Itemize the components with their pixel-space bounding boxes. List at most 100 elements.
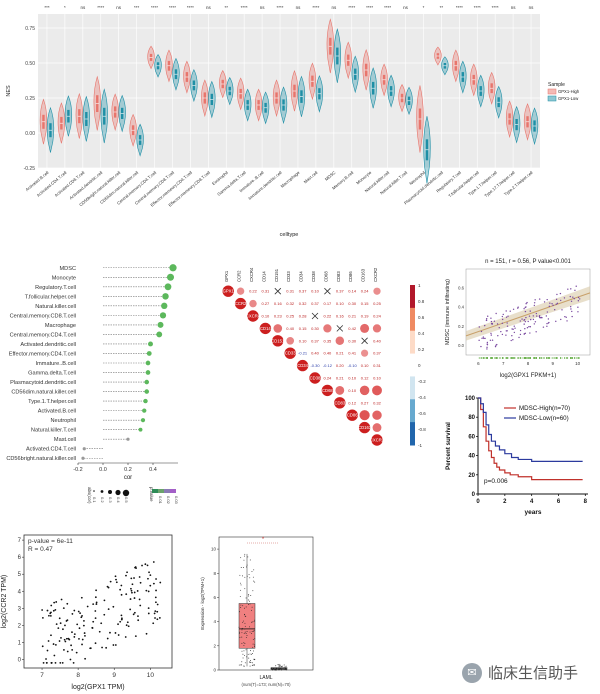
boxplot-jitter-point (252, 621, 254, 623)
corr-col-label: CD163 (361, 268, 366, 282)
violin-x-tick-label: Immature.dendritic.cell (247, 170, 283, 201)
mdsc-scatter-point (564, 315, 566, 318)
mdsc-scatter-point (486, 348, 488, 350)
ccr2-scatter-chart: p-value = 6e-11R = 0.47 7 8 9 10 0 1 2 3 4 5 6 7 log2… (1, 534, 173, 691)
corr-value-label: -0.12 (323, 363, 333, 368)
mdsc-scatter-point (511, 334, 513, 337)
corr-diagonal-circle (272, 335, 284, 347)
mdsc-scatter-point (546, 298, 548, 301)
corr-circle (372, 410, 382, 420)
survival-y-tick-label: 80 (468, 415, 475, 421)
mdsc-scatter-point (524, 310, 527, 313)
ccr2-scatter-point (126, 571, 128, 574)
boxplot-jitter-point (285, 668, 287, 670)
ccr2-scatter-point (103, 613, 106, 616)
corr-col-label: CD151 (274, 268, 279, 282)
corr-row-label: CD151 (271, 338, 285, 343)
corr-colorbar-label: -0.6 (418, 411, 426, 416)
boxplot-jitter-point (240, 582, 241, 584)
lollipop-x-tick-label: 0.2 (124, 467, 132, 473)
mdsc-scatter-point (486, 344, 489, 346)
mdsc-scatter-point (496, 323, 499, 325)
boxplot-jitter-point (252, 643, 254, 645)
lollipop-x-label: cor (124, 475, 132, 481)
boxplot-jitter-point (244, 576, 246, 578)
ccr2-scatter-point (83, 619, 85, 622)
ccr2-scatter-point (45, 661, 48, 664)
corr-diagonal-circle (358, 421, 371, 434)
corr-colorbar-label: 0 (418, 363, 421, 368)
corr-circle (360, 323, 370, 333)
boxplot-y-tick-label: 8 (213, 571, 216, 576)
ccr2-scatter-point (156, 610, 159, 613)
ccr2-scatter-x-label: log2(GPX1 TPM) (71, 684, 124, 691)
mdsc-scatter-point (534, 299, 536, 301)
boxplot-jitter-point (238, 632, 240, 634)
survival-x-tick-label: 2 (503, 499, 507, 505)
ccr2-scatter-point (155, 589, 157, 592)
mdsc-scatter-point (569, 295, 572, 298)
violin-legend-label: GPX1-High (558, 89, 580, 94)
mdsc-scatter-point (478, 326, 480, 328)
corr-value-label: 0.31 (286, 289, 295, 294)
ccr2-scatter-point (62, 628, 64, 631)
mdsc-scatter-x-tick-label: 6 (477, 361, 480, 366)
corr-circle (372, 324, 382, 333)
mdsc-scatter-point (526, 301, 528, 304)
survival-curve (478, 397, 583, 481)
boxplot-y-tick-label: 2 (213, 643, 216, 648)
boxplot-jitter-point (248, 626, 250, 628)
boxplot-jitter-point (278, 668, 280, 670)
ccr2-scatter-point (57, 627, 60, 630)
lollipop-category-label: Central.memory.CD4.T.cell (10, 332, 76, 338)
corr-value-label: 0.21 (348, 314, 357, 319)
ccr2-scatter-point (54, 661, 57, 664)
corr-value-label: 0.12 (348, 400, 357, 405)
mdsc-scatter-point (523, 333, 526, 335)
lollipop-legend-size-dot (100, 490, 104, 493)
corr-value-label: 0.15 (299, 326, 308, 331)
boxplot-jitter-point (252, 646, 254, 648)
ccr2-scatter-point (154, 610, 157, 613)
corr-col-label: CD33 (286, 271, 291, 282)
ccr2-scatter-point (138, 576, 141, 578)
corr-value-label: 0.37 (373, 351, 382, 356)
lollipop-point (148, 341, 153, 347)
corr-value-label: 0.37 (299, 289, 308, 294)
survival-pvalue: p=0.006 (484, 478, 508, 485)
corr-circle (359, 410, 370, 421)
lollipop-category-label: Type.1.T.helper.cell (28, 399, 76, 405)
mdsc-scatter-point (560, 299, 562, 302)
lollipop-category-label: Natural.killer.T.cell (31, 428, 76, 434)
corr-value-label: -0.30 (310, 363, 320, 368)
ccr2-scatter-y-tick-label: 1 (18, 640, 22, 646)
corr-row-label: CD68 (322, 388, 333, 393)
mdsc-scatter-point (494, 345, 497, 348)
violin-signif-label: ns (331, 5, 337, 10)
mdsc-scatter-point (485, 318, 488, 320)
mdsc-scatter-point (506, 330, 508, 332)
corr-circle (249, 299, 257, 308)
lollipop-category-label: Neutrophil (51, 418, 77, 424)
ccr2-scatter-point (139, 581, 142, 584)
boxplot-jitter-point (240, 606, 242, 608)
mdsc-scatter-point (480, 330, 483, 333)
ccr2-scatter-point (127, 625, 130, 628)
mdsc-scatter-point (512, 339, 514, 341)
lollipop-point (169, 264, 177, 272)
lollipop-x-tick-label: 0.4 (149, 467, 157, 473)
mdsc-scatter-point (556, 293, 558, 296)
ccr2-scatter-point (71, 648, 74, 651)
boxplot-jitter-point (239, 611, 241, 613)
corr-col-label: CD83 (336, 271, 341, 282)
corr-value-label: 0.21 (336, 376, 345, 381)
corr-diagonal-circle (334, 397, 346, 409)
corr-value-label: 0.16 (336, 314, 345, 319)
violin-signif-label: ns (511, 5, 517, 10)
corr-circle (335, 385, 345, 395)
corr-colorbar-label: 0.8 (418, 299, 425, 304)
corr-colorbar-step (410, 422, 415, 446)
corr-col-label: CCR2 (237, 270, 242, 282)
boxplot-subtitle: (num(T)=173; num(N)=70) (241, 682, 291, 687)
boxplot-jitter-point (243, 665, 245, 667)
